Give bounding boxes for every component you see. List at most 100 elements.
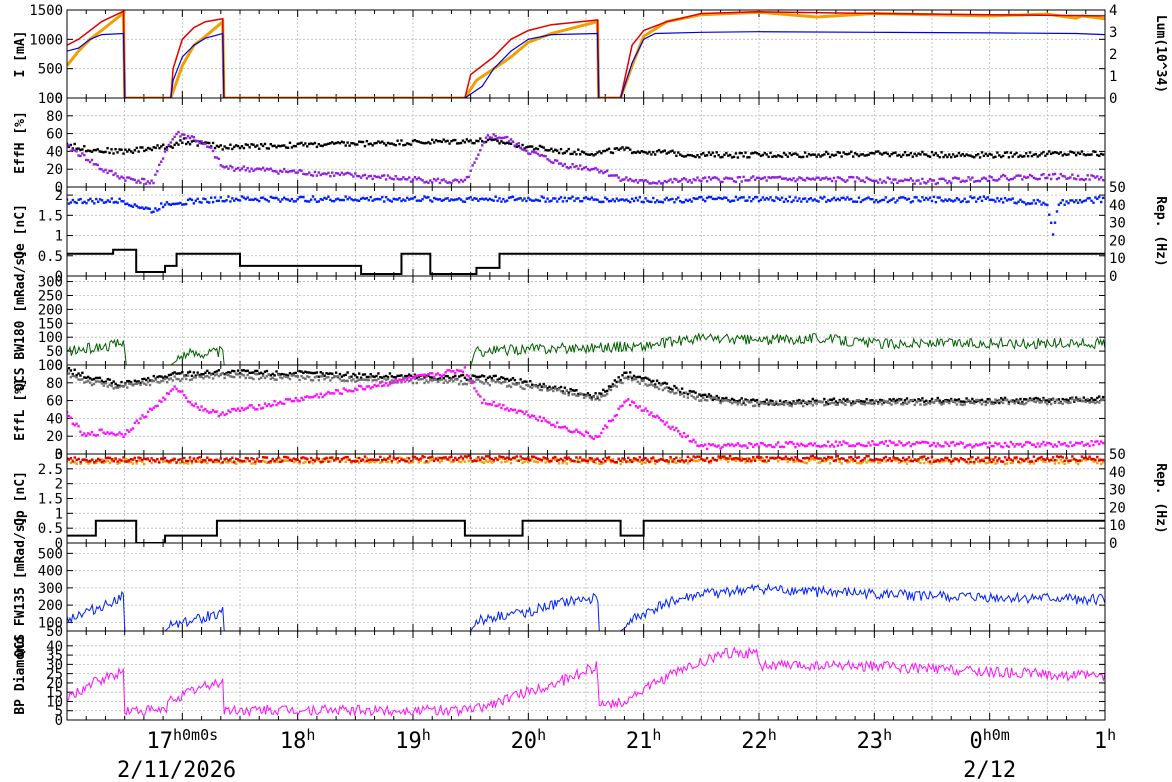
data-point: [367, 142, 370, 146]
data-point: [86, 432, 90, 435]
data-point: [283, 402, 286, 406]
data-point: [400, 374, 403, 377]
data-point: [456, 179, 459, 182]
data-point: [948, 153, 951, 156]
data-point: [286, 198, 290, 201]
data-point: [89, 38, 91, 40]
data-point: [632, 459, 636, 462]
data-point: [803, 401, 807, 404]
data-point: [655, 385, 659, 389]
data-point: [169, 373, 173, 376]
y-axis-label: Qp [nC]: [13, 471, 28, 526]
data-point: [996, 461, 999, 464]
data-point: [921, 397, 924, 400]
data-point: [196, 197, 199, 201]
data-point: [892, 151, 895, 155]
data-point: [373, 460, 376, 464]
data-point: [263, 376, 267, 380]
data-point: [367, 461, 370, 464]
data-point: [294, 375, 297, 378]
data-point: [646, 152, 649, 155]
data-point: [1078, 399, 1082, 402]
data-point: [165, 148, 169, 152]
data-point: [590, 196, 593, 199]
data-point: [413, 375, 417, 378]
data-point: [101, 34, 103, 36]
data-point: [671, 149, 674, 152]
data-point: [686, 199, 690, 203]
data-point: [644, 197, 647, 200]
data-point: [83, 145, 86, 148]
data-point: [190, 378, 194, 381]
data-point: [133, 456, 136, 460]
data-point: [907, 179, 911, 182]
data-point: [509, 138, 513, 141]
data-point: [463, 200, 467, 203]
data-point: [133, 178, 136, 182]
data-point: [669, 391, 672, 394]
data-point: [436, 198, 440, 201]
data-point: [390, 375, 394, 378]
data-point: [77, 372, 80, 375]
data-point: [990, 402, 993, 405]
data-point: [202, 142, 205, 146]
data-point: [234, 144, 238, 147]
data-point: [129, 150, 133, 153]
data-point: [413, 195, 417, 199]
data-point: [1069, 150, 1072, 153]
data-point: [304, 173, 307, 176]
data-point: [284, 197, 288, 201]
data-point: [317, 171, 321, 174]
data-point: [775, 402, 778, 405]
data-point: [588, 396, 592, 400]
data-point: [798, 155, 801, 158]
data-point: [742, 401, 745, 405]
data-point: [775, 155, 778, 158]
data-point: [329, 372, 332, 375]
data-point: [381, 460, 384, 464]
data-point: [162, 143, 165, 146]
data-point: [1073, 399, 1076, 402]
data-point: [227, 195, 230, 198]
data-point: [112, 380, 115, 383]
data-point: [1009, 461, 1013, 465]
data-point: [67, 372, 71, 375]
data-point: [248, 404, 251, 407]
data-point: [736, 156, 740, 159]
y-tick-label: 0: [55, 91, 63, 107]
data-point: [467, 459, 470, 463]
data-point: [75, 376, 78, 379]
data-point: [371, 459, 374, 463]
data-point: [1061, 397, 1064, 401]
data-point: [753, 457, 757, 461]
data-point: [525, 383, 528, 387]
data-point: [609, 174, 613, 177]
data-point: [590, 436, 593, 439]
data-point: [921, 440, 924, 444]
data-point: [357, 378, 361, 382]
data-point: [211, 460, 215, 463]
data-point: [907, 197, 911, 201]
data-point: [279, 376, 282, 379]
data-point: [511, 408, 515, 412]
data-point: [394, 198, 397, 201]
data-point: [609, 388, 613, 392]
data-point: [309, 456, 313, 460]
data-point: [773, 199, 776, 203]
data-point: [642, 379, 645, 382]
data-point: [1063, 203, 1066, 206]
data-point: [71, 422, 74, 425]
data-point: [429, 199, 432, 202]
data-point: [498, 381, 501, 384]
data-point: [1024, 398, 1028, 401]
data-point: [363, 173, 367, 177]
data-point: [450, 370, 453, 373]
data-point: [853, 444, 857, 448]
data-point: [926, 441, 930, 445]
data-point: [550, 24, 553, 26]
data-point: [367, 378, 370, 382]
data-point: [748, 196, 751, 199]
data-point: [809, 153, 813, 157]
data-point: [492, 199, 495, 202]
